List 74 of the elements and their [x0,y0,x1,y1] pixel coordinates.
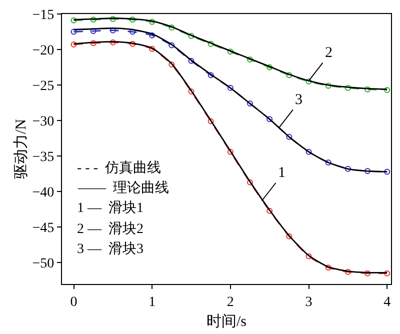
x-tick-label: 4 [384,294,391,310]
point [208,40,214,47]
point [149,18,156,25]
point [110,16,116,22]
point [364,86,370,92]
point [364,168,370,174]
y-tick-label: −35 [32,150,54,166]
annotation: 2 [325,45,332,61]
x-axis-title: 时间/s [206,312,247,330]
point [149,46,156,52]
point [384,270,390,276]
point [188,58,194,64]
point [168,61,175,68]
point [188,33,194,40]
point [90,16,96,23]
point [90,28,96,34]
y-axis-title: 驱动力/N [12,118,30,179]
point [227,148,234,155]
x-tick-label: 0 [70,294,78,310]
point [247,179,253,186]
point [70,17,77,24]
point [188,88,194,94]
point [325,160,332,166]
y-tick-label: −15 [32,8,54,23]
y-tick-label: −25 [32,78,54,94]
point [90,40,96,46]
point [286,134,292,140]
point [286,72,292,78]
annotation: 1 [278,165,286,181]
point [325,82,332,89]
annotation: —— 理论曲线 [77,180,169,196]
point [306,253,312,260]
point [130,16,136,23]
point [325,264,332,271]
y-tick-label: −45 [32,221,54,236]
point [168,24,175,30]
point [247,56,253,62]
point [266,116,273,122]
y-tick-label: −40 [32,186,54,201]
point [110,27,116,34]
point [247,100,253,107]
point [208,118,214,124]
point [266,208,273,214]
point [344,84,351,91]
point [344,166,351,172]
x-tick-label: 2 [226,294,234,310]
x-tick-label: 1 [148,294,156,310]
y-tick-label: −30 [32,114,54,130]
point [227,84,234,91]
point [384,168,390,175]
point [130,40,136,47]
point [110,39,116,46]
y-tick-label: −50 [32,256,54,272]
point [130,28,136,35]
point [344,268,351,275]
point [286,233,292,240]
x-tick-label: 3 [305,294,312,310]
point [384,87,390,94]
point [364,270,370,276]
annotation: 3 — 滑块3 [77,241,144,257]
point [149,32,156,38]
point [227,48,234,55]
point [266,64,273,70]
point [70,28,77,35]
annotation: 2 — 滑块2 [77,221,144,237]
annotation: 3 [295,92,302,108]
point [168,42,175,48]
y-tick-label: −20 [32,43,54,58]
point [306,148,312,155]
point [208,72,214,78]
point [70,42,77,48]
annotation: 1 — 滑块1 [77,200,144,216]
annotation: - - - 仿真曲线 [77,160,161,176]
point [306,78,312,84]
